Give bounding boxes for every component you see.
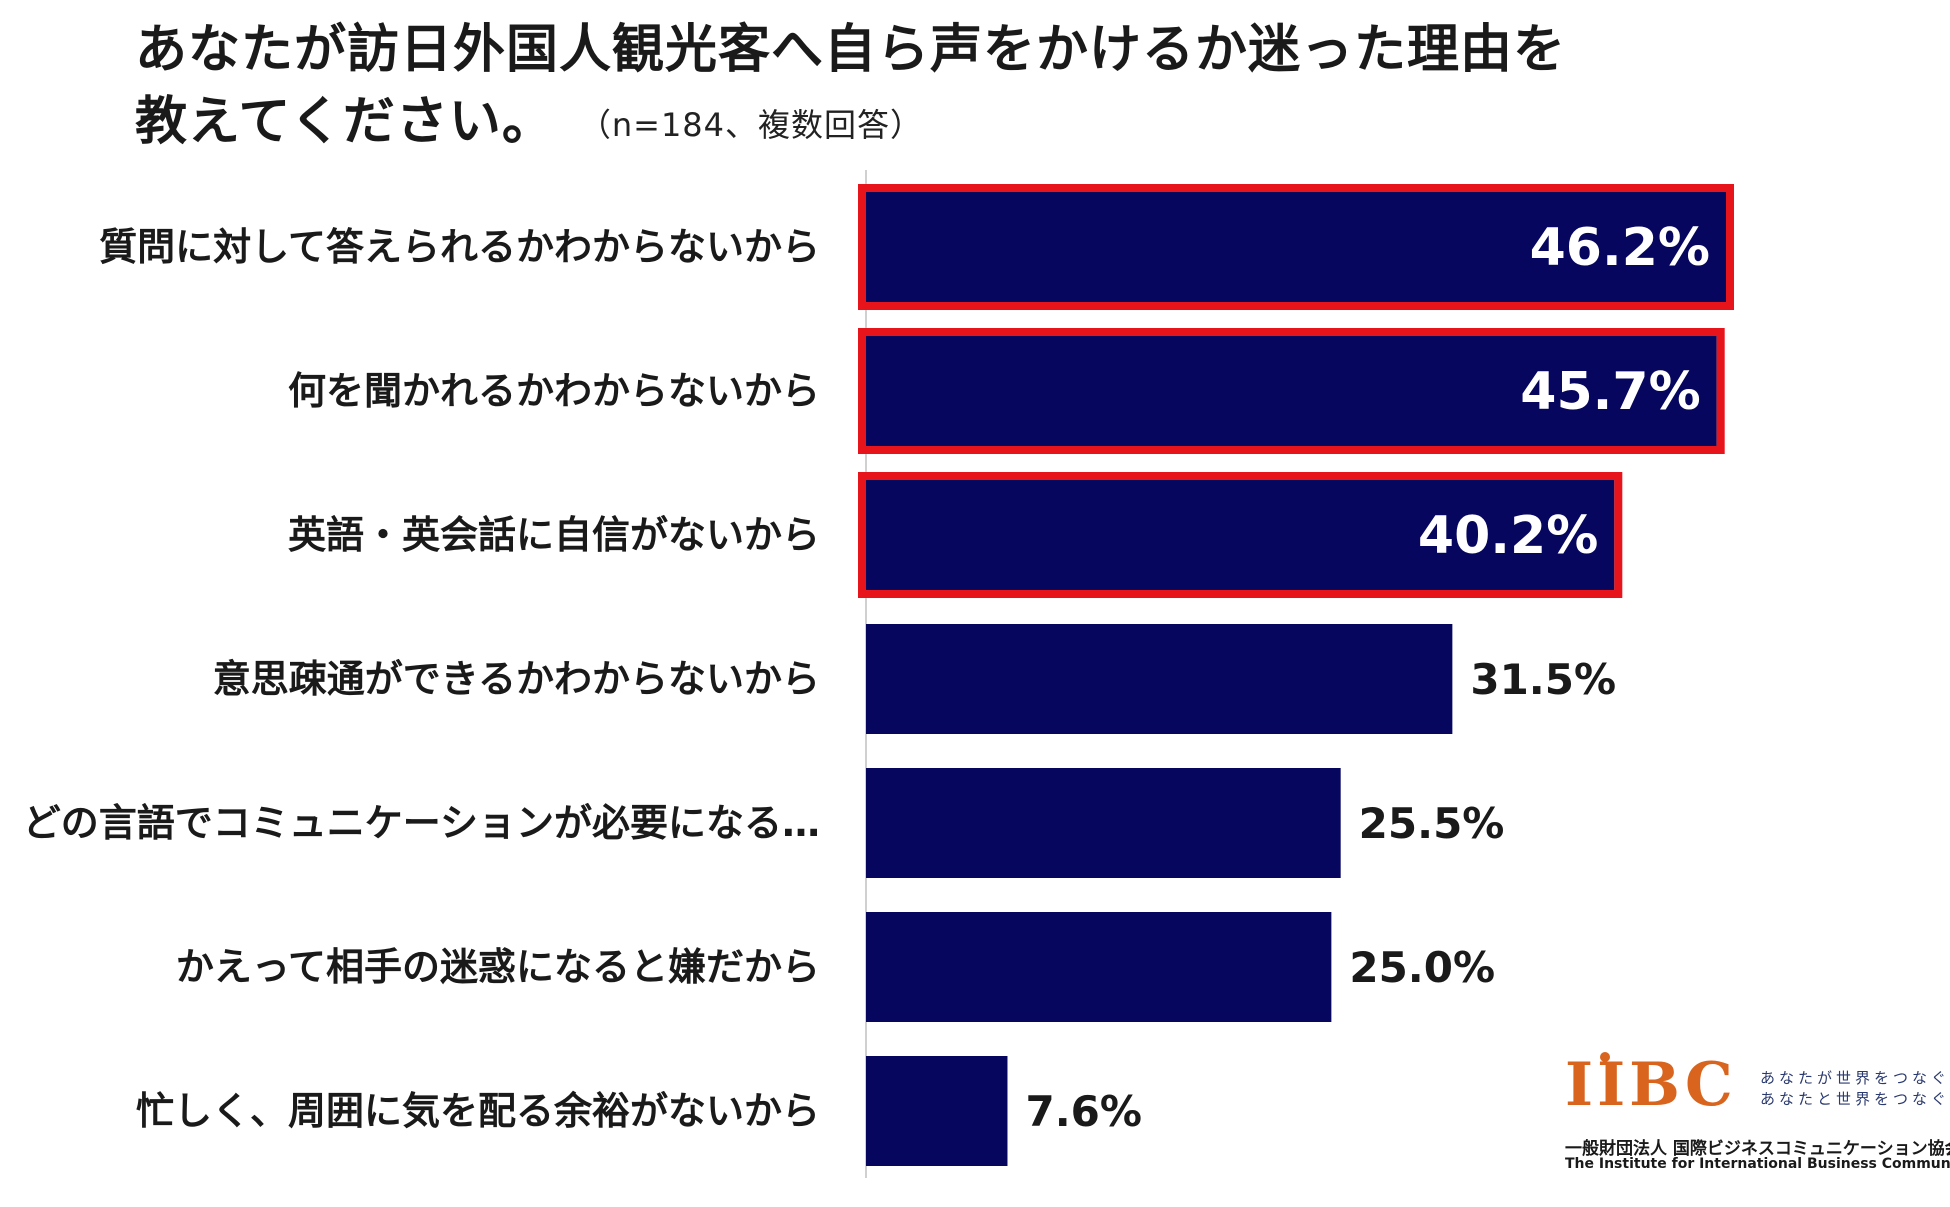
value-label: 25.0% xyxy=(1349,943,1495,992)
bar xyxy=(866,1056,1008,1166)
category-label: 忙しく、周囲に気を配る余裕がないから xyxy=(136,1089,820,1133)
category-label: かえって相手の迷惑になると嫌だから xyxy=(176,945,820,989)
value-label: 31.5% xyxy=(1470,655,1616,704)
category-label: 英語・英会話に自信がないから xyxy=(288,513,820,557)
highlight-frame xyxy=(858,328,1725,454)
logo-tagline: あなたが世界をつなぐ あなたと世界をつなぐ xyxy=(1760,1068,1950,1110)
bar xyxy=(866,480,1615,590)
category-label: どの言語でコミュニケーションが必要になる… xyxy=(23,801,820,845)
category-label: 質問に対して答えられるかわからないから xyxy=(99,225,820,269)
sample-note: （n=184、複数回答） xyxy=(594,106,924,144)
highlight-frame xyxy=(858,184,1734,310)
highlight-frame xyxy=(858,472,1623,598)
bar xyxy=(866,624,1453,734)
category-label: 意思疎通ができるかわからないから xyxy=(213,657,820,701)
chart-title: あなたが訪日外国人観光客へ自ら声をかけるか迷った理由を 教えてください。 （n=1… xyxy=(135,14,1566,161)
org-name-en: The Institute for International Business… xyxy=(1565,1156,1950,1172)
org-name-ja: 一般財団法人 国際ビジネスコミュニケーション協会 xyxy=(1565,1139,1950,1159)
category-label: 何を聞かれるかわからないから xyxy=(288,369,820,413)
value-label: 7.6% xyxy=(1025,1087,1141,1136)
bar xyxy=(866,912,1332,1022)
bar xyxy=(866,192,1726,302)
title-line-2: 教えてください。 （n=184、複数回答） xyxy=(135,86,1566,161)
bar xyxy=(866,768,1341,878)
value-label: 46.2% xyxy=(1530,218,1710,278)
title-line-1: あなたが訪日外国人観光客へ自ら声をかけるか迷った理由を xyxy=(135,20,1567,80)
title-line-2-text: 教えてください。 xyxy=(135,92,555,152)
value-label: 25.5% xyxy=(1359,799,1505,848)
bar xyxy=(866,336,1717,446)
logo-mark: IIBC xyxy=(1565,1050,1737,1120)
iibc-logo: IIBC あなたが世界をつなぐ あなたと世界をつなぐ 一般財団法人 国際ビジネス… xyxy=(1565,1050,1950,1175)
value-label: 45.7% xyxy=(1520,362,1700,422)
tagline-line-1: あなたが世界をつなぐ xyxy=(1760,1069,1950,1087)
value-label: 40.2% xyxy=(1418,506,1598,566)
tagline-line-2: あなたと世界をつなぐ xyxy=(1760,1090,1950,1108)
